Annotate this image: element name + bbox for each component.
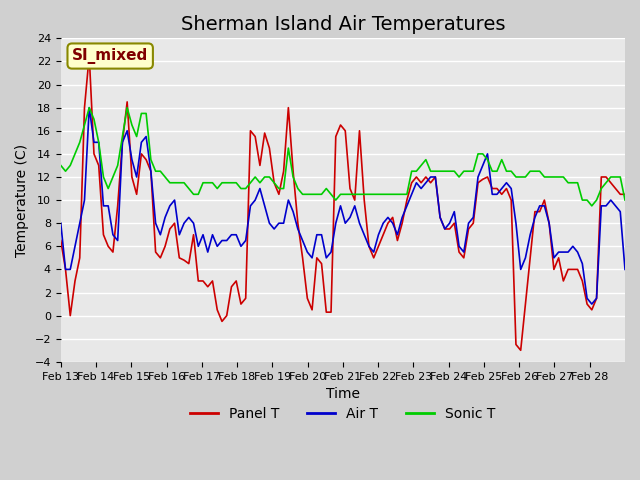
Air T — [213, 243, 221, 249]
Panel T — [57, 238, 65, 243]
Air T — [180, 220, 188, 226]
Air T — [588, 301, 596, 307]
Line: Sonic T: Sonic T — [61, 108, 625, 206]
Sonic T — [508, 168, 515, 174]
Air T — [374, 232, 382, 238]
Sonic T — [612, 174, 620, 180]
Sonic T — [180, 180, 188, 186]
X-axis label: Time: Time — [326, 387, 360, 401]
Title: Sherman Island Air Temperatures: Sherman Island Air Temperatures — [180, 15, 505, 34]
Line: Panel T: Panel T — [61, 56, 625, 350]
Sonic T — [588, 203, 596, 209]
Text: SI_mixed: SI_mixed — [72, 48, 148, 64]
Air T — [621, 266, 629, 272]
Sonic T — [85, 105, 93, 110]
Sonic T — [621, 197, 629, 203]
Panel T — [612, 186, 620, 192]
Panel T — [621, 192, 629, 197]
Legend: Panel T, Air T, Sonic T: Panel T, Air T, Sonic T — [185, 401, 501, 426]
Air T — [508, 186, 515, 192]
Panel T — [213, 307, 221, 313]
Air T — [57, 220, 65, 226]
Sonic T — [451, 168, 458, 174]
Sonic T — [57, 163, 65, 168]
Panel T — [508, 197, 515, 203]
Panel T — [85, 53, 93, 59]
Air T — [451, 209, 458, 215]
Panel T — [374, 243, 382, 249]
Air T — [612, 203, 620, 209]
Panel T — [517, 348, 525, 353]
Panel T — [451, 220, 458, 226]
Sonic T — [213, 186, 221, 192]
Y-axis label: Temperature (C): Temperature (C) — [15, 144, 29, 257]
Sonic T — [374, 192, 382, 197]
Panel T — [180, 257, 188, 263]
Air T — [85, 105, 93, 110]
Line: Air T: Air T — [61, 108, 625, 304]
